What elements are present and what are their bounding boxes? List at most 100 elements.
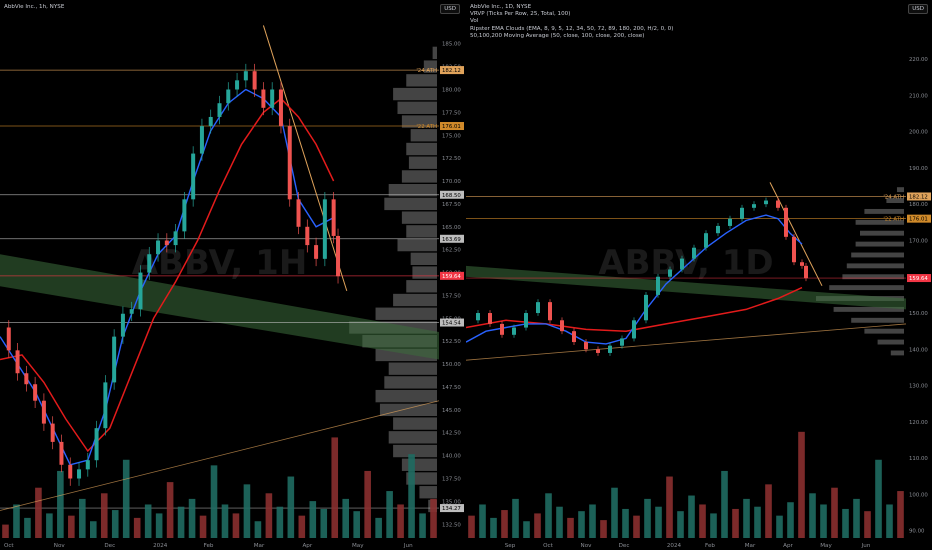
vrvp-bar — [855, 241, 904, 247]
candle-body — [120, 313, 125, 337]
candle-body — [59, 441, 64, 465]
candle-body — [776, 200, 780, 208]
volume-bar — [188, 498, 196, 538]
volume-bar — [309, 501, 317, 538]
candle-body — [548, 302, 552, 321]
trend-channel — [466, 265, 906, 310]
candle-body — [252, 71, 257, 90]
candle-body — [524, 313, 528, 328]
vrvp-bar — [393, 444, 437, 458]
volume-bar — [397, 504, 404, 538]
pane-header: AbbVie Inc., 1D, NYSE VRVP (Ticks Per Ro… — [470, 4, 673, 40]
volume-bar — [287, 476, 295, 538]
volume-bar — [754, 506, 761, 538]
volume-bar — [155, 513, 163, 538]
candle-body — [94, 428, 99, 461]
volume-bar — [776, 515, 783, 538]
chart-1d-svg[interactable]: ABBV, 1D 90.00 100.00 110.00 120.00 130.00 140… — [466, 0, 932, 550]
currency-badge[interactable]: USD — [908, 4, 928, 14]
indicator-vrvp[interactable]: VRVP (Ticks Per Row, 25, Total, 100) — [470, 11, 571, 18]
price-label: 182.12 — [442, 68, 461, 74]
candle-body — [644, 294, 648, 321]
candle-body — [764, 200, 768, 205]
candle-body — [632, 320, 636, 339]
price-tick-label: 157.50 — [442, 293, 461, 299]
price-tick-label: 140.00 — [442, 454, 461, 460]
price-tick-label: 200.00 — [909, 130, 928, 136]
volume-bar — [111, 510, 119, 538]
price-tick-label: 147.50 — [442, 385, 461, 391]
vrvp-bar — [842, 274, 904, 280]
candle-body — [584, 342, 588, 350]
indicator-vol[interactable]: Vol — [470, 18, 479, 25]
volume-bar — [578, 511, 585, 538]
candle-body — [103, 382, 108, 429]
price-label-box — [907, 192, 931, 201]
vrvp-bar — [401, 458, 437, 471]
time-tick-label: Dec — [619, 543, 630, 549]
candle-body — [608, 345, 612, 353]
vrvp-bar — [419, 486, 437, 499]
indicator-moving-average[interactable]: 50,100,200 Moving Average (50, close, 10… — [470, 32, 645, 39]
volume-bar — [765, 484, 772, 538]
price-tick-label: 170.00 — [442, 179, 461, 185]
price-label-box — [440, 190, 464, 199]
time-tick-label: Oct — [4, 543, 14, 549]
chart-pane-1d[interactable]: ABBV, 1D 90.00 100.00 110.00 120.00 130.00 140… — [466, 0, 932, 550]
volume-bar — [600, 520, 607, 538]
volume-bar — [886, 504, 893, 538]
volume-bar — [501, 510, 508, 538]
volume-bar — [666, 476, 673, 538]
chart-1h-svg[interactable]: ABBV, 1H 132.50 135.00 137.50 140.00 142.50 14… — [0, 0, 465, 550]
vrvp-bar — [864, 208, 904, 214]
volume-bar — [468, 515, 475, 538]
price-tick-label: 180.00 — [909, 202, 928, 208]
price-tick-label: 150.00 — [442, 362, 461, 368]
candle-body — [800, 262, 804, 266]
price-tick-label: 132.50 — [442, 522, 461, 528]
volume-bar — [408, 454, 415, 538]
candle-body — [208, 116, 213, 127]
candle-body — [287, 126, 292, 200]
candle-body — [692, 247, 696, 259]
volume-bar — [353, 511, 360, 538]
candle-body — [156, 240, 161, 255]
vrvp-bar — [423, 60, 437, 73]
currency-badge[interactable]: USD — [440, 4, 460, 14]
candle-body — [704, 233, 708, 248]
price-label-box — [440, 318, 464, 327]
volume-bar — [820, 504, 827, 538]
vrvp-bar — [388, 431, 437, 444]
candle-body — [173, 231, 178, 246]
price-label-box — [440, 504, 464, 513]
chart-pane-1h[interactable]: ABBV, 1H 132.50 135.00 137.50 140.00 142.50 14… — [0, 0, 465, 550]
volume-bar — [68, 515, 75, 538]
price-label: 182.12 — [909, 194, 928, 200]
volume-bar — [732, 508, 739, 538]
price-tick-label: 177.50 — [442, 110, 461, 116]
trendline-down — [262, 25, 348, 292]
price-tick-label: 185.00 — [442, 42, 461, 48]
candle-body — [164, 240, 169, 246]
candle-body — [331, 199, 336, 236]
time-tick-label: Apr — [302, 543, 312, 549]
indicator-ema-clouds[interactable]: Ripster EMA Clouds (EMA, 8, 9, 5, 12, 34… — [470, 25, 674, 32]
symbol-title[interactable]: AbbVie Inc., 1D, NYSE — [470, 4, 532, 10]
symbol-title[interactable]: AbbVie Inc., 1h, NYSE — [4, 4, 65, 10]
price-tick-label: 152.50 — [442, 339, 461, 345]
volume-bar — [534, 513, 541, 538]
time-tick-label: Feb — [204, 543, 214, 549]
vrvp-bar — [896, 187, 904, 193]
price-label: 163.69 — [442, 237, 461, 243]
price-tick-label: 135.00 — [442, 499, 461, 505]
volume-bar — [199, 515, 207, 538]
trendline-up — [466, 323, 907, 361]
volume-bar — [79, 498, 86, 538]
time-tick-label: Nov — [54, 543, 66, 549]
trendline-down — [769, 182, 823, 287]
price-label-box — [907, 214, 931, 223]
price-label-box — [440, 234, 464, 243]
vrvp-bar — [393, 293, 437, 307]
price-tick-label: 100.00 — [909, 492, 928, 498]
price-tick-label: 110.00 — [909, 456, 928, 462]
